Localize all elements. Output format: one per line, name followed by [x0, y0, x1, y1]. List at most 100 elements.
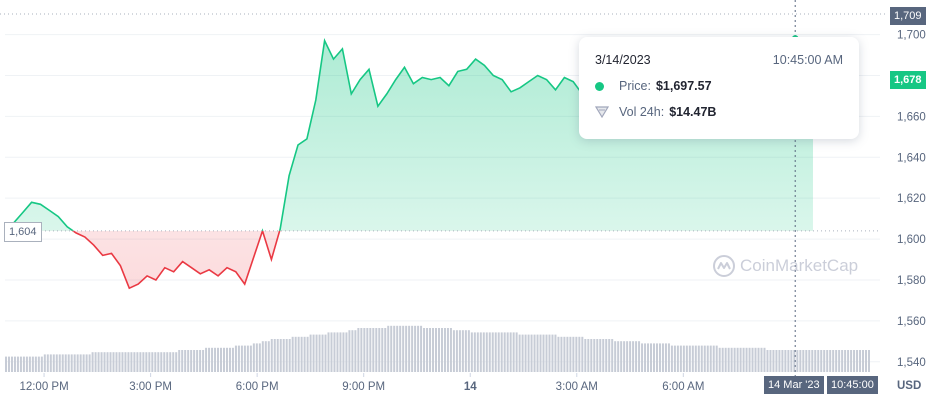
volume-bar	[449, 328, 452, 372]
volume-bar	[658, 343, 661, 372]
coinmarketcap-logo-icon	[713, 255, 735, 277]
volume-bar	[402, 325, 405, 372]
volume-bar	[375, 328, 378, 372]
volume-bar	[76, 354, 79, 372]
volume-bar	[557, 336, 560, 372]
high-price-tag: 1,709	[890, 7, 926, 25]
volume-bar	[40, 356, 43, 372]
volume-bar	[485, 332, 488, 372]
volume-bar	[455, 330, 458, 372]
x-tick-label: 6:00 PM	[236, 381, 279, 393]
volume-bar	[267, 341, 270, 372]
volume-bar	[533, 334, 536, 372]
volume-bar	[208, 347, 211, 372]
volume-bar	[408, 325, 411, 372]
currency-unit-label: USD	[897, 380, 922, 392]
volume-bar	[336, 332, 339, 372]
volume-bar	[799, 350, 802, 372]
volume-bar	[602, 339, 605, 372]
volume-bar	[473, 332, 476, 372]
volume-bar	[270, 339, 273, 372]
crosshair-time-tag: 10:45:00	[827, 376, 878, 394]
volume-bar	[73, 354, 76, 372]
volume-bar	[524, 334, 527, 372]
volume-bar	[121, 352, 124, 372]
volume-diamond-icon	[595, 106, 609, 118]
volume-bars	[5, 325, 870, 372]
volume-bar	[303, 336, 306, 372]
current-price-tag: 1,678	[890, 70, 926, 89]
volume-bar	[327, 332, 330, 372]
volume-bar	[545, 334, 548, 372]
volume-bar	[273, 339, 276, 372]
reference-price-tag: 1,604	[4, 221, 42, 242]
volume-bar	[154, 352, 157, 372]
volume-bar	[220, 347, 223, 372]
price-dot-icon	[595, 81, 604, 91]
volume-bar	[112, 352, 115, 372]
volume-bar	[61, 354, 64, 372]
volume-bar	[491, 332, 494, 372]
volume-bar	[805, 350, 808, 372]
volume-bar	[145, 352, 148, 372]
volume-bar	[470, 332, 473, 372]
volume-bar	[288, 339, 291, 372]
tooltip-vol-value: $14.47B	[669, 105, 717, 119]
volume-bar	[661, 343, 664, 372]
volume-bar	[172, 352, 175, 372]
volume-bar	[55, 354, 58, 372]
volume-bar	[778, 350, 781, 372]
x-tick-label: 3:00 PM	[129, 381, 172, 393]
volume-bar	[721, 347, 724, 372]
volume-bar	[518, 334, 521, 372]
volume-bar	[160, 352, 163, 372]
x-axis: 12:00 PM 3:00 PM 6:00 PM 9:00 PM 14 3:00 AM 6:…	[19, 373, 704, 393]
volume-bar	[196, 350, 199, 372]
volume-bar	[694, 345, 697, 372]
volume-bar	[300, 336, 303, 372]
volume-bar	[584, 339, 587, 372]
volume-bar	[796, 350, 799, 372]
volume-bar	[820, 350, 823, 372]
volume-bar	[727, 347, 730, 372]
volume-bar	[560, 336, 563, 372]
volume-bar	[324, 334, 327, 372]
y-tick-label: 1,660	[897, 111, 926, 123]
volume-bar	[25, 356, 28, 372]
volume-bar	[181, 350, 184, 372]
volume-bar	[118, 352, 121, 372]
volume-bar	[802, 350, 805, 372]
volume-bar	[190, 350, 193, 372]
volume-bar	[838, 350, 841, 372]
volume-bar	[596, 339, 599, 372]
volume-bar	[414, 325, 417, 372]
volume-bar	[572, 336, 575, 372]
volume-bar	[85, 354, 88, 372]
volume-bar	[629, 341, 632, 372]
volume-bar	[5, 356, 7, 372]
volume-bar	[175, 352, 178, 372]
volume-bar	[781, 350, 784, 372]
volume-bar	[847, 350, 850, 372]
volume-bar	[548, 334, 551, 372]
volume-bar	[142, 352, 145, 372]
volume-bar	[205, 347, 208, 372]
volume-bar	[237, 345, 240, 372]
volume-bar	[243, 345, 246, 372]
volume-bar	[363, 328, 366, 372]
volume-bar	[330, 332, 333, 372]
volume-bar	[417, 325, 420, 372]
x-tick-label: 14	[464, 381, 477, 393]
volume-bar	[390, 325, 393, 372]
volume-bar	[387, 325, 390, 372]
volume-bar	[255, 343, 258, 372]
volume-bar	[766, 350, 769, 372]
volume-bar	[94, 352, 97, 372]
volume-bar	[169, 352, 172, 372]
volume-bar	[163, 352, 166, 372]
volume-bar	[49, 354, 52, 372]
volume-bar	[399, 325, 402, 372]
volume-bar	[411, 325, 414, 372]
tooltip-price-value: $1,697.57	[655, 79, 712, 93]
volume-bar	[458, 330, 461, 372]
